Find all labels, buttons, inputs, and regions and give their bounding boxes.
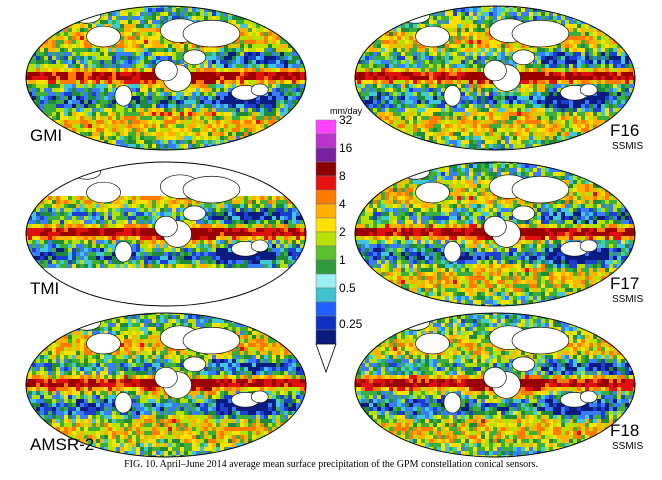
colorbar-end-triangle [315,343,337,374]
panel-sublabel-f18: SSMIS [612,441,644,452]
colorbar-tick-label: 0.25 [339,317,363,331]
land-outline [250,239,269,253]
land-outline [400,315,431,331]
panel-label-tmi: TMI [30,279,60,298]
land-outline [154,59,178,82]
land-outline [483,215,507,238]
land-outline [400,164,431,180]
land-outline [250,390,269,404]
land-outline [182,49,207,66]
land-outline [182,19,241,48]
land-outline [114,241,133,263]
land-outline [579,83,598,97]
panel-label-amsr2: AMSR-2 [30,435,95,454]
land-outline [71,8,102,24]
land-outline [182,205,207,222]
colorbar-tick-label: 2 [339,225,346,239]
land-outline [511,175,570,204]
land-outline [511,205,536,222]
land-outline [511,19,570,48]
land-outline [415,181,450,204]
land-outline [443,392,462,414]
land-outline [182,175,241,204]
map-f18 [353,311,637,459]
colorbar-tick-label: 4 [339,197,346,211]
map-f16 [353,4,637,152]
land-outline [86,332,121,355]
land-outline [86,181,121,204]
land-outline [114,85,133,107]
colorbar-segment [315,119,337,135]
land-outline [114,392,133,414]
colorbar-segment [315,189,337,205]
figure-caption: FIG. 10. April–June 2014 average mean su… [124,459,538,470]
colorbar-segment [315,315,337,331]
land-outline [483,366,507,389]
colorbar-tick-label: 1 [339,253,346,267]
land-outline [511,326,570,355]
colorbar-tick-label: 8 [339,169,346,183]
colorbar [315,119,337,374]
land-outline [511,49,536,66]
land-outline [400,8,431,24]
land-outline [415,332,450,355]
colorbar-segment [315,175,337,191]
colorbar-segment [315,301,337,317]
colorbar-segment [315,217,337,233]
land-outline [415,25,450,48]
land-outline [579,390,598,404]
land-outline [71,164,102,180]
colorbar-segment [315,133,337,149]
colorbar-segment [315,245,337,261]
map-amsr2 [24,311,308,459]
land-outline [182,356,207,373]
panel-sublabel-f16: SSMIS [612,141,644,152]
panel-label-gmi: GMI [30,126,63,145]
colorbar-segment [315,273,337,289]
land-outline [511,356,536,373]
land-outline [182,326,241,355]
land-outline [579,239,598,253]
colorbar-tick-label: 0.5 [339,281,356,295]
land-outline [443,85,462,107]
colorbar-segment [315,231,337,247]
map-tmi [24,160,308,308]
land-outline [443,241,462,263]
colorbar-tick-label: 32 [339,113,353,127]
land-outline [86,25,121,48]
colorbar-unit-label: mm/day [330,106,363,116]
map-f17 [353,160,637,308]
colorbar-tick-label: 16 [339,141,353,155]
colorbar-segment [315,287,337,303]
colorbar-segment [315,161,337,177]
map-gmi [24,4,308,152]
panel-label-f16: F16 [610,121,640,140]
colorbar-segment [315,259,337,275]
colorbar-segment [315,329,337,345]
colorbar-segment [315,147,337,163]
panel-label-f17: F17 [610,274,640,293]
land-outline [71,315,102,331]
land-outline [250,83,269,97]
land-outline [483,59,507,82]
panel-label-f18: F18 [610,421,640,440]
panel-sublabel-f17: SSMIS [612,294,644,305]
land-outline [154,215,178,238]
colorbar-segment [315,203,337,219]
land-outline [154,366,178,389]
